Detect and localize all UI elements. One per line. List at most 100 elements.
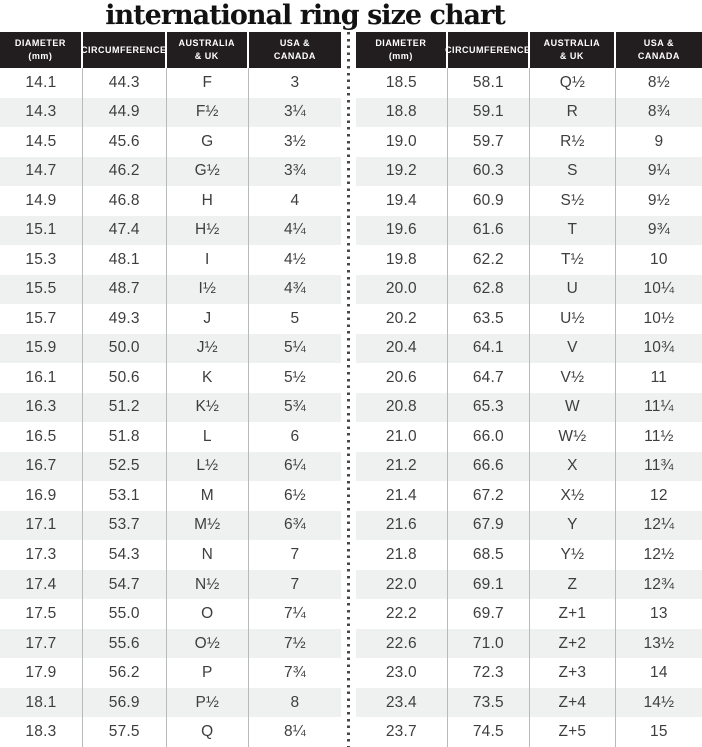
table-row: 23.4 73.5 Z+4 14½ — [356, 687, 702, 718]
table-cell: 59.1 — [446, 97, 529, 128]
table-cell: 16.5 — [25, 427, 57, 445]
table-cell: W — [528, 392, 615, 423]
table-cell: 17.5 — [25, 605, 57, 623]
table-row: 15.3 48.1 I 4½ — [0, 245, 341, 275]
table-cell: 21.0 — [385, 427, 417, 445]
column-header-circumference: CIRCUMFERENCE — [81, 32, 166, 68]
table-cell: 7 — [247, 540, 341, 570]
table-row: 16.7 52.5 L½ 6¼ — [0, 451, 341, 482]
table-row: 20.0 62.8 U 10¼ — [356, 274, 702, 305]
table-cell: G½ — [165, 156, 248, 187]
table-cell: 7¾ — [247, 658, 341, 688]
table-cell: L½ — [165, 451, 248, 482]
table-cell: 4¼ — [247, 215, 341, 246]
column-header-australia-uk: AUSTRALIA & UK — [166, 32, 247, 68]
table-cell: 20.0 — [385, 280, 417, 298]
table-cell: 10½ — [614, 304, 702, 334]
table-cell: 44.3 — [81, 68, 166, 98]
table-cell: 16.9 — [25, 486, 57, 504]
table-cell: 21.4 — [385, 486, 417, 504]
table-row: 20.4 64.1 V 10¾ — [356, 333, 702, 364]
table-header-right: DIAMETER (mm) CIRCUMFERENCE AUSTRALIA & … — [356, 32, 702, 68]
column-header-diameter: DIAMETER (mm) — [356, 32, 446, 68]
table-cell: Y — [528, 510, 615, 541]
table-cell: 8¼ — [247, 717, 341, 747]
column-header-usa-canada: USA & CANADA — [615, 32, 702, 68]
table-cell: 10¾ — [614, 333, 702, 364]
table-cell: 46.2 — [81, 156, 166, 187]
table-cell: V½ — [528, 363, 615, 393]
table-cell: 51.2 — [81, 392, 166, 423]
table-cell: 64.1 — [446, 333, 529, 364]
table-cell: 18.5 — [385, 73, 417, 91]
table-row: 16.9 53.1 M 6½ — [0, 481, 341, 511]
table-cell: 17.3 — [25, 546, 57, 563]
table-row: 22.0 69.1 Z 12¾ — [356, 569, 702, 600]
table-cell: 4 — [247, 186, 341, 216]
table-cell: G — [165, 127, 248, 157]
table-cell: 52.5 — [81, 451, 166, 482]
table-cell: 17.7 — [25, 634, 57, 652]
table-row: 14.3 44.9 F½ 3¼ — [0, 97, 341, 128]
table-cell: Z+2 — [528, 628, 615, 659]
table-cell: H — [165, 186, 248, 216]
table-cell: P — [165, 658, 248, 688]
table-cell: 14.3 — [25, 103, 57, 121]
table-cell: 51.8 — [81, 422, 166, 452]
table-cell: 68.5 — [446, 540, 529, 570]
table-cell: 50.0 — [81, 333, 166, 364]
table-cell: 8½ — [614, 68, 702, 98]
table-cell: 13½ — [614, 628, 702, 659]
table-cell: 21.6 — [385, 516, 417, 534]
table-cell: 67.2 — [446, 481, 529, 511]
table-cell: 45.6 — [81, 127, 166, 157]
table-cell: 5½ — [247, 363, 341, 393]
table-row: 17.9 56.2 P 7¾ — [0, 658, 341, 688]
table-cell: S½ — [528, 186, 615, 216]
table-row: 19.8 62.2 T½ 10 — [356, 245, 702, 275]
table-cell: 54.3 — [81, 540, 166, 570]
table-cell: 57.5 — [81, 717, 166, 747]
table-cell: 10 — [614, 245, 702, 275]
table-cell: F — [165, 68, 248, 98]
page-title: international ring size chart — [105, 0, 505, 31]
table-cell: 55.0 — [81, 599, 166, 629]
table-cell: 69.1 — [446, 569, 529, 600]
table-cell: 16.1 — [25, 368, 57, 386]
table-cell: P½ — [165, 687, 248, 718]
table-cell: Z+4 — [528, 687, 615, 718]
table-row: 19.4 60.9 S½ 9½ — [356, 186, 702, 216]
table-cell: 11¼ — [614, 392, 702, 423]
table-cell: 14.5 — [25, 132, 57, 150]
table-cell: 48.7 — [81, 274, 166, 305]
dotted-divider — [347, 32, 350, 747]
table-cell: 71.0 — [446, 628, 529, 659]
table-cell: 9¼ — [614, 156, 702, 187]
table-row: 14.5 45.6 G 3½ — [0, 127, 341, 157]
table-cell: Z+1 — [528, 599, 615, 629]
table-cell: 72.3 — [446, 658, 529, 688]
table-cell: L — [165, 422, 248, 452]
table-row: 23.0 72.3 Z+3 14 — [356, 658, 702, 688]
table-cell: 5 — [247, 304, 341, 334]
table-row: 16.5 51.8 L 6 — [0, 422, 341, 452]
table-cell: 65.3 — [446, 392, 529, 423]
table-cell: 6¾ — [247, 510, 341, 541]
ring-table-right: DIAMETER (mm) CIRCUMFERENCE AUSTRALIA & … — [356, 32, 702, 747]
table-cell: 18.8 — [385, 103, 417, 121]
table-cell: J½ — [165, 333, 248, 364]
table-row: 14.9 46.8 H 4 — [0, 186, 341, 216]
table-cell: 23.7 — [385, 723, 417, 741]
table-cell: 14.7 — [25, 162, 57, 180]
table-cell: 17.1 — [25, 516, 57, 534]
table-cell: 12¾ — [614, 569, 702, 600]
table-cell: 56.9 — [81, 687, 166, 718]
table-cell: 63.5 — [446, 304, 529, 334]
table-cell: 49.3 — [81, 304, 166, 334]
table-row: 20.8 65.3 W 11¼ — [356, 392, 702, 423]
table-cell: 23.4 — [385, 693, 417, 711]
table-cell: U½ — [528, 304, 615, 334]
table-cell: 48.1 — [81, 245, 166, 275]
table-cell: 5¼ — [247, 333, 341, 364]
